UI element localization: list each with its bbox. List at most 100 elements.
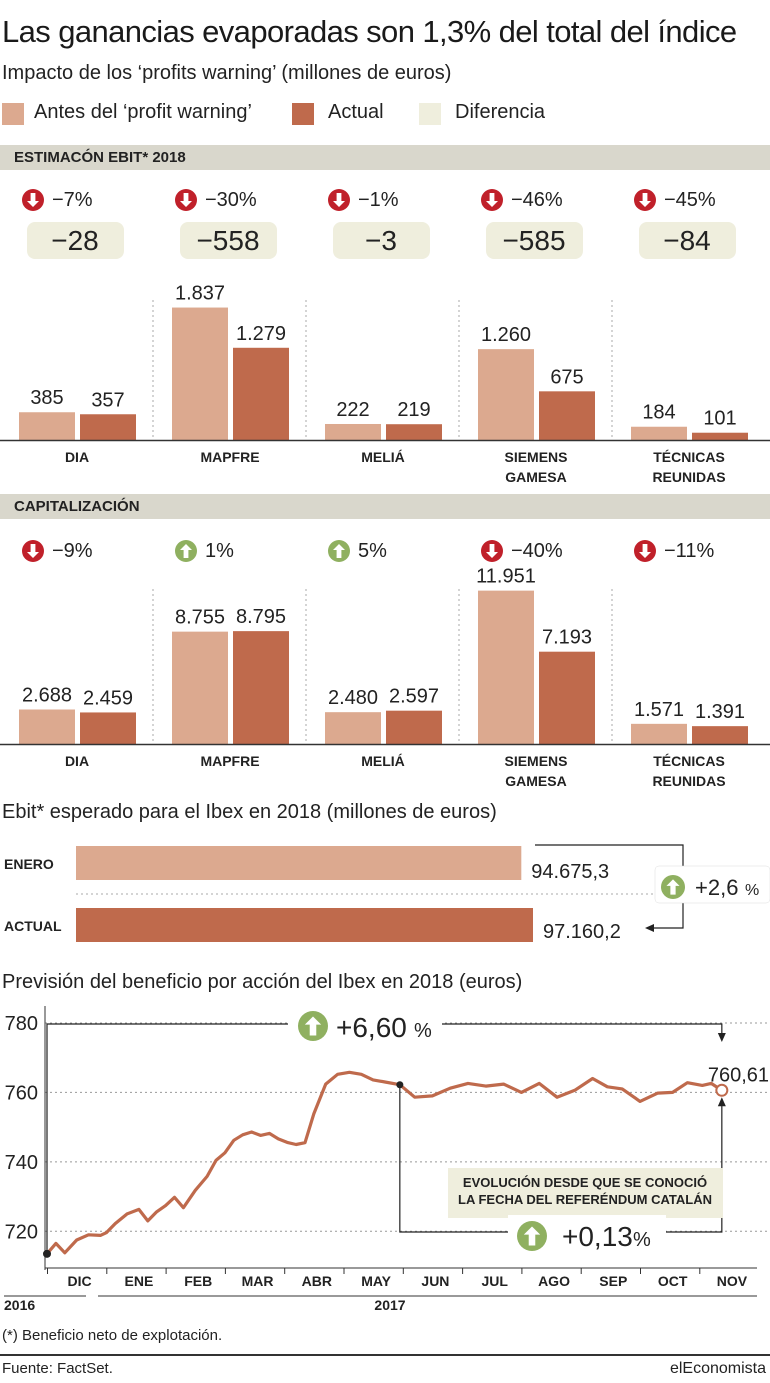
hbar-0 — [76, 846, 522, 880]
bar-label-1-0: 2.459 — [83, 687, 133, 709]
category-label-0: DIA — [65, 753, 89, 769]
change-icon-4 — [634, 189, 656, 211]
bar-1-0 — [80, 712, 136, 744]
footnote: (*) Beneficio neto de explotación. — [2, 1327, 223, 1344]
change-icon-4 — [634, 540, 656, 562]
change-pct-1: 1% — [205, 540, 234, 562]
category-label-3-1: GAMESA — [505, 773, 566, 789]
page-subtitle: Impacto de los ‘profits warning’ (millon… — [2, 62, 452, 84]
hbar-connector-arrowhead — [645, 924, 654, 932]
change-icon-3-arrow — [486, 544, 498, 558]
category-label-1: MAPFRE — [200, 753, 259, 769]
category-label-4-1: REUNIDAS — [652, 773, 725, 789]
change-icon-3 — [481, 189, 503, 211]
hbar-change-unit: % — [745, 882, 759, 899]
hbar-connector-bottom — [652, 902, 684, 929]
since-change-arrowhead — [717, 1097, 726, 1107]
change-pct-1: −30% — [205, 189, 257, 211]
category-label-0: DIA — [65, 449, 89, 465]
x-tick-label-4: ABR — [302, 1273, 332, 1289]
total-change-icon — [298, 1011, 328, 1041]
bar-label-0-1: 1.837 — [175, 283, 225, 305]
total-change-value: +6,60 — [336, 1012, 407, 1043]
change-pct-2: −1% — [358, 189, 399, 211]
bar-1-1 — [233, 347, 289, 440]
change-icon-4-arrow — [639, 193, 651, 207]
hbar-change-icon-arrow — [666, 879, 680, 895]
section-title-capitalizacion: CAPITALIZACIÓN — [14, 498, 140, 515]
end-value-label: 760,61 — [708, 1064, 769, 1086]
bar-0-2 — [325, 423, 381, 440]
legend-label-before: Antes del ‘profit warning’ — [34, 101, 252, 123]
annotation-box — [448, 1168, 723, 1218]
bar-label-1-3: 675 — [550, 366, 583, 388]
category-label-2: MELIÁ — [361, 449, 405, 465]
bar-label-1-2: 2.597 — [389, 686, 439, 708]
change-icon-2 — [328, 540, 350, 562]
change-pct-2: 5% — [358, 540, 387, 562]
change-icon-2-arrow — [333, 544, 345, 558]
difference-value-4: −84 — [663, 225, 711, 256]
since-change-unit: % — [633, 1229, 651, 1251]
category-label-3-0: SIEMENS — [504, 753, 567, 769]
change-icon-0-arrow — [27, 544, 39, 558]
category-label-3-0: SIEMENS — [504, 449, 567, 465]
change-pct-3: −46% — [511, 189, 563, 211]
bar-label-0-2: 222 — [336, 399, 369, 421]
bar-0-3 — [478, 349, 534, 440]
y-tick-label-3: 720 — [5, 1221, 38, 1243]
change-pct-0: −7% — [52, 189, 93, 211]
change-icon-0-arrow — [27, 193, 39, 207]
legend-label-actual: Actual — [328, 101, 384, 123]
difference-box-1 — [180, 222, 277, 259]
bar-0-1 — [172, 631, 228, 744]
bar-1-0 — [80, 414, 136, 440]
bar-label-0-3: 11.951 — [476, 566, 536, 588]
bar-0-4 — [631, 723, 687, 744]
ebit-bar-chart: −7% −28 385 357 DIA −30% −558 1.837 1.279 MAPFRE −… — [0, 189, 770, 485]
category-label-2: MELIÁ — [361, 753, 405, 769]
annotation-line-1: LA FECHA DEL REFERÉNDUM CATALÁN — [458, 1192, 712, 1207]
category-label-3-1: GAMESA — [505, 469, 566, 485]
section-bar-capitalizacion — [0, 494, 770, 519]
source-label: Fuente: FactSet. — [2, 1360, 113, 1377]
difference-box-4 — [639, 222, 736, 259]
bar-0-1 — [172, 307, 228, 440]
x-tick-label-9: SEP — [599, 1273, 627, 1289]
difference-value-1: −558 — [196, 225, 259, 256]
category-label-4-1: REUNIDAS — [652, 469, 725, 485]
hbar-1 — [76, 908, 533, 942]
page-title: Las ganancias evaporadas son 1,3% del to… — [2, 14, 737, 49]
section-title-ebit: ESTIMACÓN EBIT* 2018 — [14, 149, 186, 166]
difference-box-2 — [333, 222, 430, 259]
hbar-value-1: 97.160,2 — [543, 921, 621, 943]
category-label-1: MAPFRE — [200, 449, 259, 465]
since-change-icon — [517, 1221, 547, 1251]
category-label-4-0: TÉCNICAS — [653, 449, 725, 465]
capitalizacion-bar-chart: −9% 2.688 2.459 DIA 1% 8.755 8.795 MAPFRE 5% 2.48… — [0, 540, 770, 789]
bar-0-4 — [631, 426, 687, 440]
legend-swatch-difference — [419, 103, 441, 125]
bar-label-1-4: 1.391 — [695, 701, 745, 723]
total-change-unit: % — [414, 1020, 432, 1042]
ibex-ebit-horizontal-chart: ENERO 94.675,3 ACTUAL 97.160,2 +2,6% — [4, 844, 770, 943]
difference-value-3: −585 — [502, 225, 565, 256]
since-change-icon-arrow — [523, 1226, 541, 1246]
bar-label-1-1: 1.279 — [236, 323, 286, 345]
bar-label-0-0: 2.688 — [22, 685, 72, 707]
change-pct-3: −40% — [511, 540, 563, 562]
bar-label-0-2: 2.480 — [328, 687, 378, 709]
change-icon-4-arrow — [639, 544, 651, 558]
y-tick-label-0: 780 — [5, 1013, 38, 1035]
ibex-ebit-heading: Ebit* esperado para el Ibex en 2018 (mil… — [2, 801, 497, 823]
change-icon-2-arrow — [333, 193, 345, 207]
bar-1-4 — [692, 432, 748, 440]
change-icon-1-arrow — [180, 544, 192, 558]
hbar-category-1: ACTUAL — [4, 918, 62, 934]
y-tick-label-1: 760 — [5, 1082, 38, 1104]
bar-label-1-3: 7.193 — [542, 627, 592, 649]
x-tick-label-3: MAR — [242, 1273, 274, 1289]
bar-label-1-4: 101 — [703, 408, 736, 430]
bar-label-0-4: 1.571 — [634, 699, 684, 721]
section-bar-ebit — [0, 145, 770, 170]
